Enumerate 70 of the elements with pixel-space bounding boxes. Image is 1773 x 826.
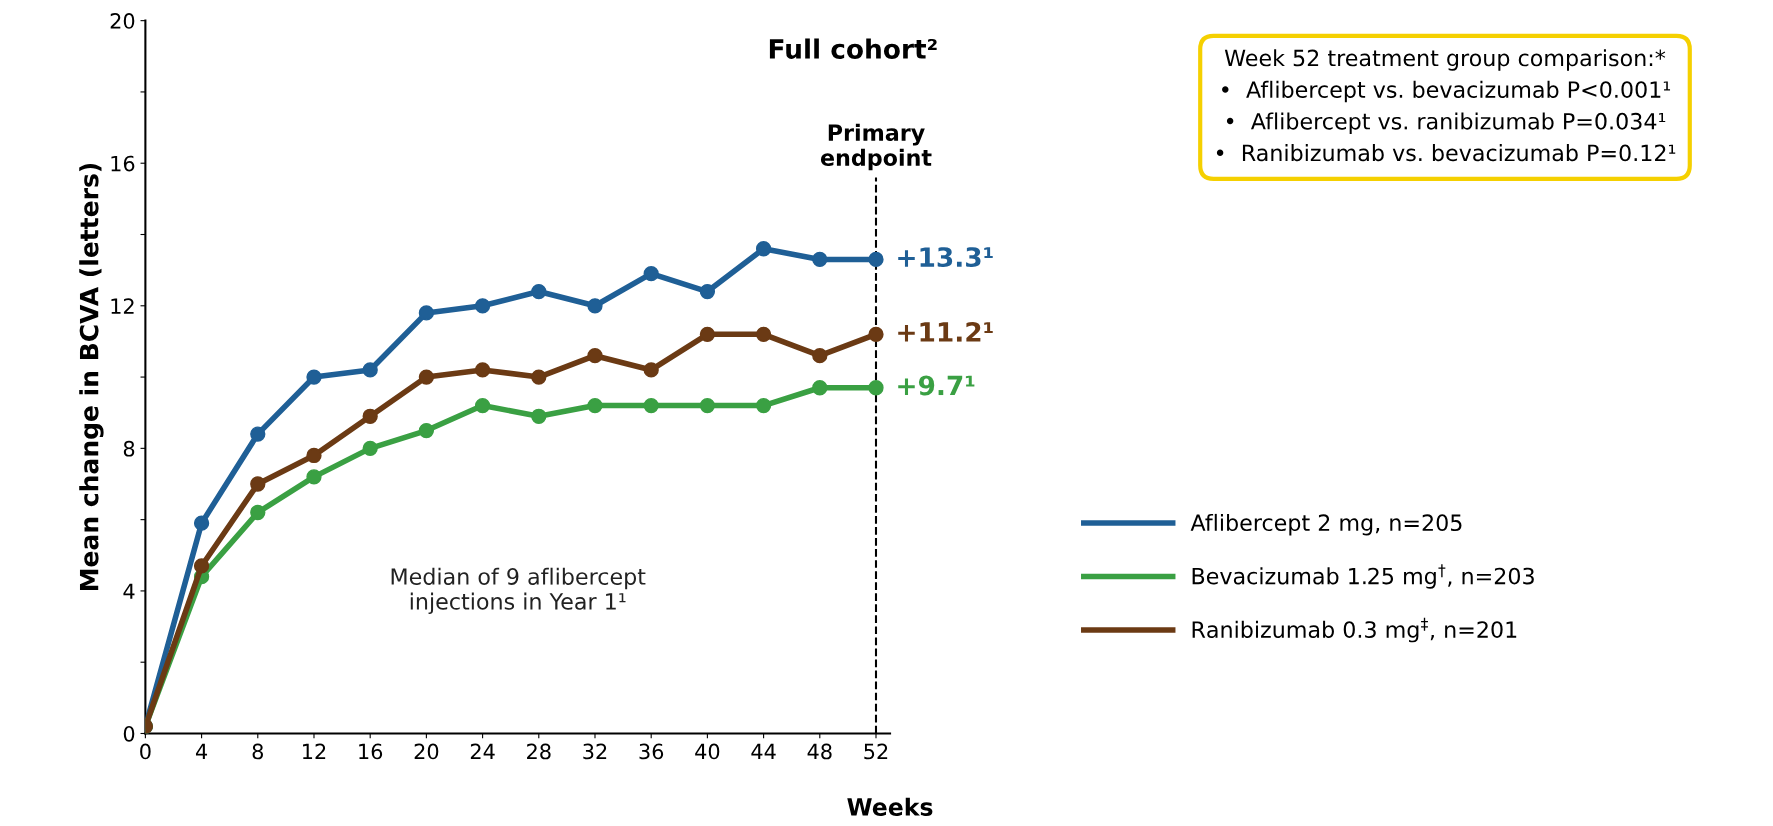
- point: [250, 504, 266, 521]
- point: [306, 447, 322, 464]
- point: [868, 380, 884, 396]
- x-tick-label: 16: [359, 743, 383, 760]
- point: [868, 326, 884, 342]
- x-tick-label: 40: [695, 743, 720, 760]
- x-tick-label: 32: [583, 743, 607, 760]
- data-label: +9.7¹: [898, 375, 975, 396]
- x-tick-label: 24: [470, 743, 495, 760]
- point: [755, 397, 772, 414]
- point: [643, 362, 659, 378]
- point: [587, 348, 603, 364]
- point: [250, 476, 266, 492]
- point: [250, 426, 266, 442]
- point: [643, 266, 659, 282]
- text: Week 52 treatment group comparison:* • Aflibercept vs. bevacizumab P<0.001¹ • Aflibercept vs. ranibizumab P=0.034¹ • Ranibizumab vs. bevacizumab P=0.12¹: [1216, 49, 1676, 162]
- y-tick-label: 20: [110, 13, 135, 29]
- y-tick-label: 12: [111, 298, 134, 314]
- x-tick-label: 36: [639, 743, 664, 760]
- point: [474, 362, 491, 378]
- point: [306, 469, 322, 485]
- point: [531, 283, 547, 300]
- x-tick-label: 4: [195, 743, 208, 760]
- point: [193, 515, 210, 531]
- point: [699, 397, 716, 414]
- x-tick-label: 28: [527, 743, 551, 760]
- ref-line-label: Primary endpoint: [820, 123, 932, 171]
- x-tick-label: 52: [864, 743, 888, 760]
- point: [755, 326, 772, 342]
- point: [868, 251, 884, 268]
- x-axis-title: Weeks: [847, 797, 933, 816]
- point: [418, 305, 435, 321]
- point: [474, 397, 491, 414]
- y-tick-label: 4: [123, 583, 135, 599]
- legend-label: Aflibercept 2 mg, n=205: [1190, 513, 1462, 536]
- point: [531, 369, 547, 385]
- x-tick-label: 44: [751, 743, 776, 760]
- y-tick-label: 8: [123, 440, 135, 457]
- y-axis-title: Mean change in BCVA (letters): [79, 163, 104, 591]
- x-tick-label: 8: [252, 743, 263, 760]
- point: [812, 251, 828, 268]
- x-tick-label: 48: [807, 743, 832, 760]
- point: [474, 298, 491, 314]
- point: [362, 440, 378, 456]
- x-tick-label: 12: [303, 743, 326, 760]
- point: [755, 241, 772, 257]
- point: [531, 408, 547, 424]
- point: [699, 326, 716, 342]
- point: [418, 422, 435, 439]
- data-label: +13.3¹: [898, 247, 993, 268]
- point: [362, 362, 378, 378]
- annotation: Median of 9 aflibercept injections in Year 1¹: [391, 567, 646, 615]
- x-tick-label: 20: [414, 743, 439, 760]
- data-label: +11.2¹: [898, 321, 993, 342]
- point: [306, 369, 322, 385]
- point: [812, 380, 828, 396]
- point: [193, 558, 210, 574]
- legend-label: Ranibizumab 0.3 mg$^{‡}$, n=201: [1192, 617, 1517, 643]
- y-tick-label: 0: [123, 725, 135, 742]
- point: [418, 369, 435, 385]
- point: [362, 408, 378, 424]
- point: [587, 397, 603, 414]
- point: [587, 298, 603, 314]
- text: Full cohort²: [769, 38, 937, 59]
- y-tick-label: 16: [111, 155, 135, 172]
- legend-label: Bevacizumab 1.25 mg$^{†}$, n=203: [1192, 564, 1534, 589]
- point: [699, 283, 716, 300]
- x-tick-label: 0: [140, 743, 151, 760]
- point: [643, 397, 659, 414]
- point: [812, 348, 828, 364]
